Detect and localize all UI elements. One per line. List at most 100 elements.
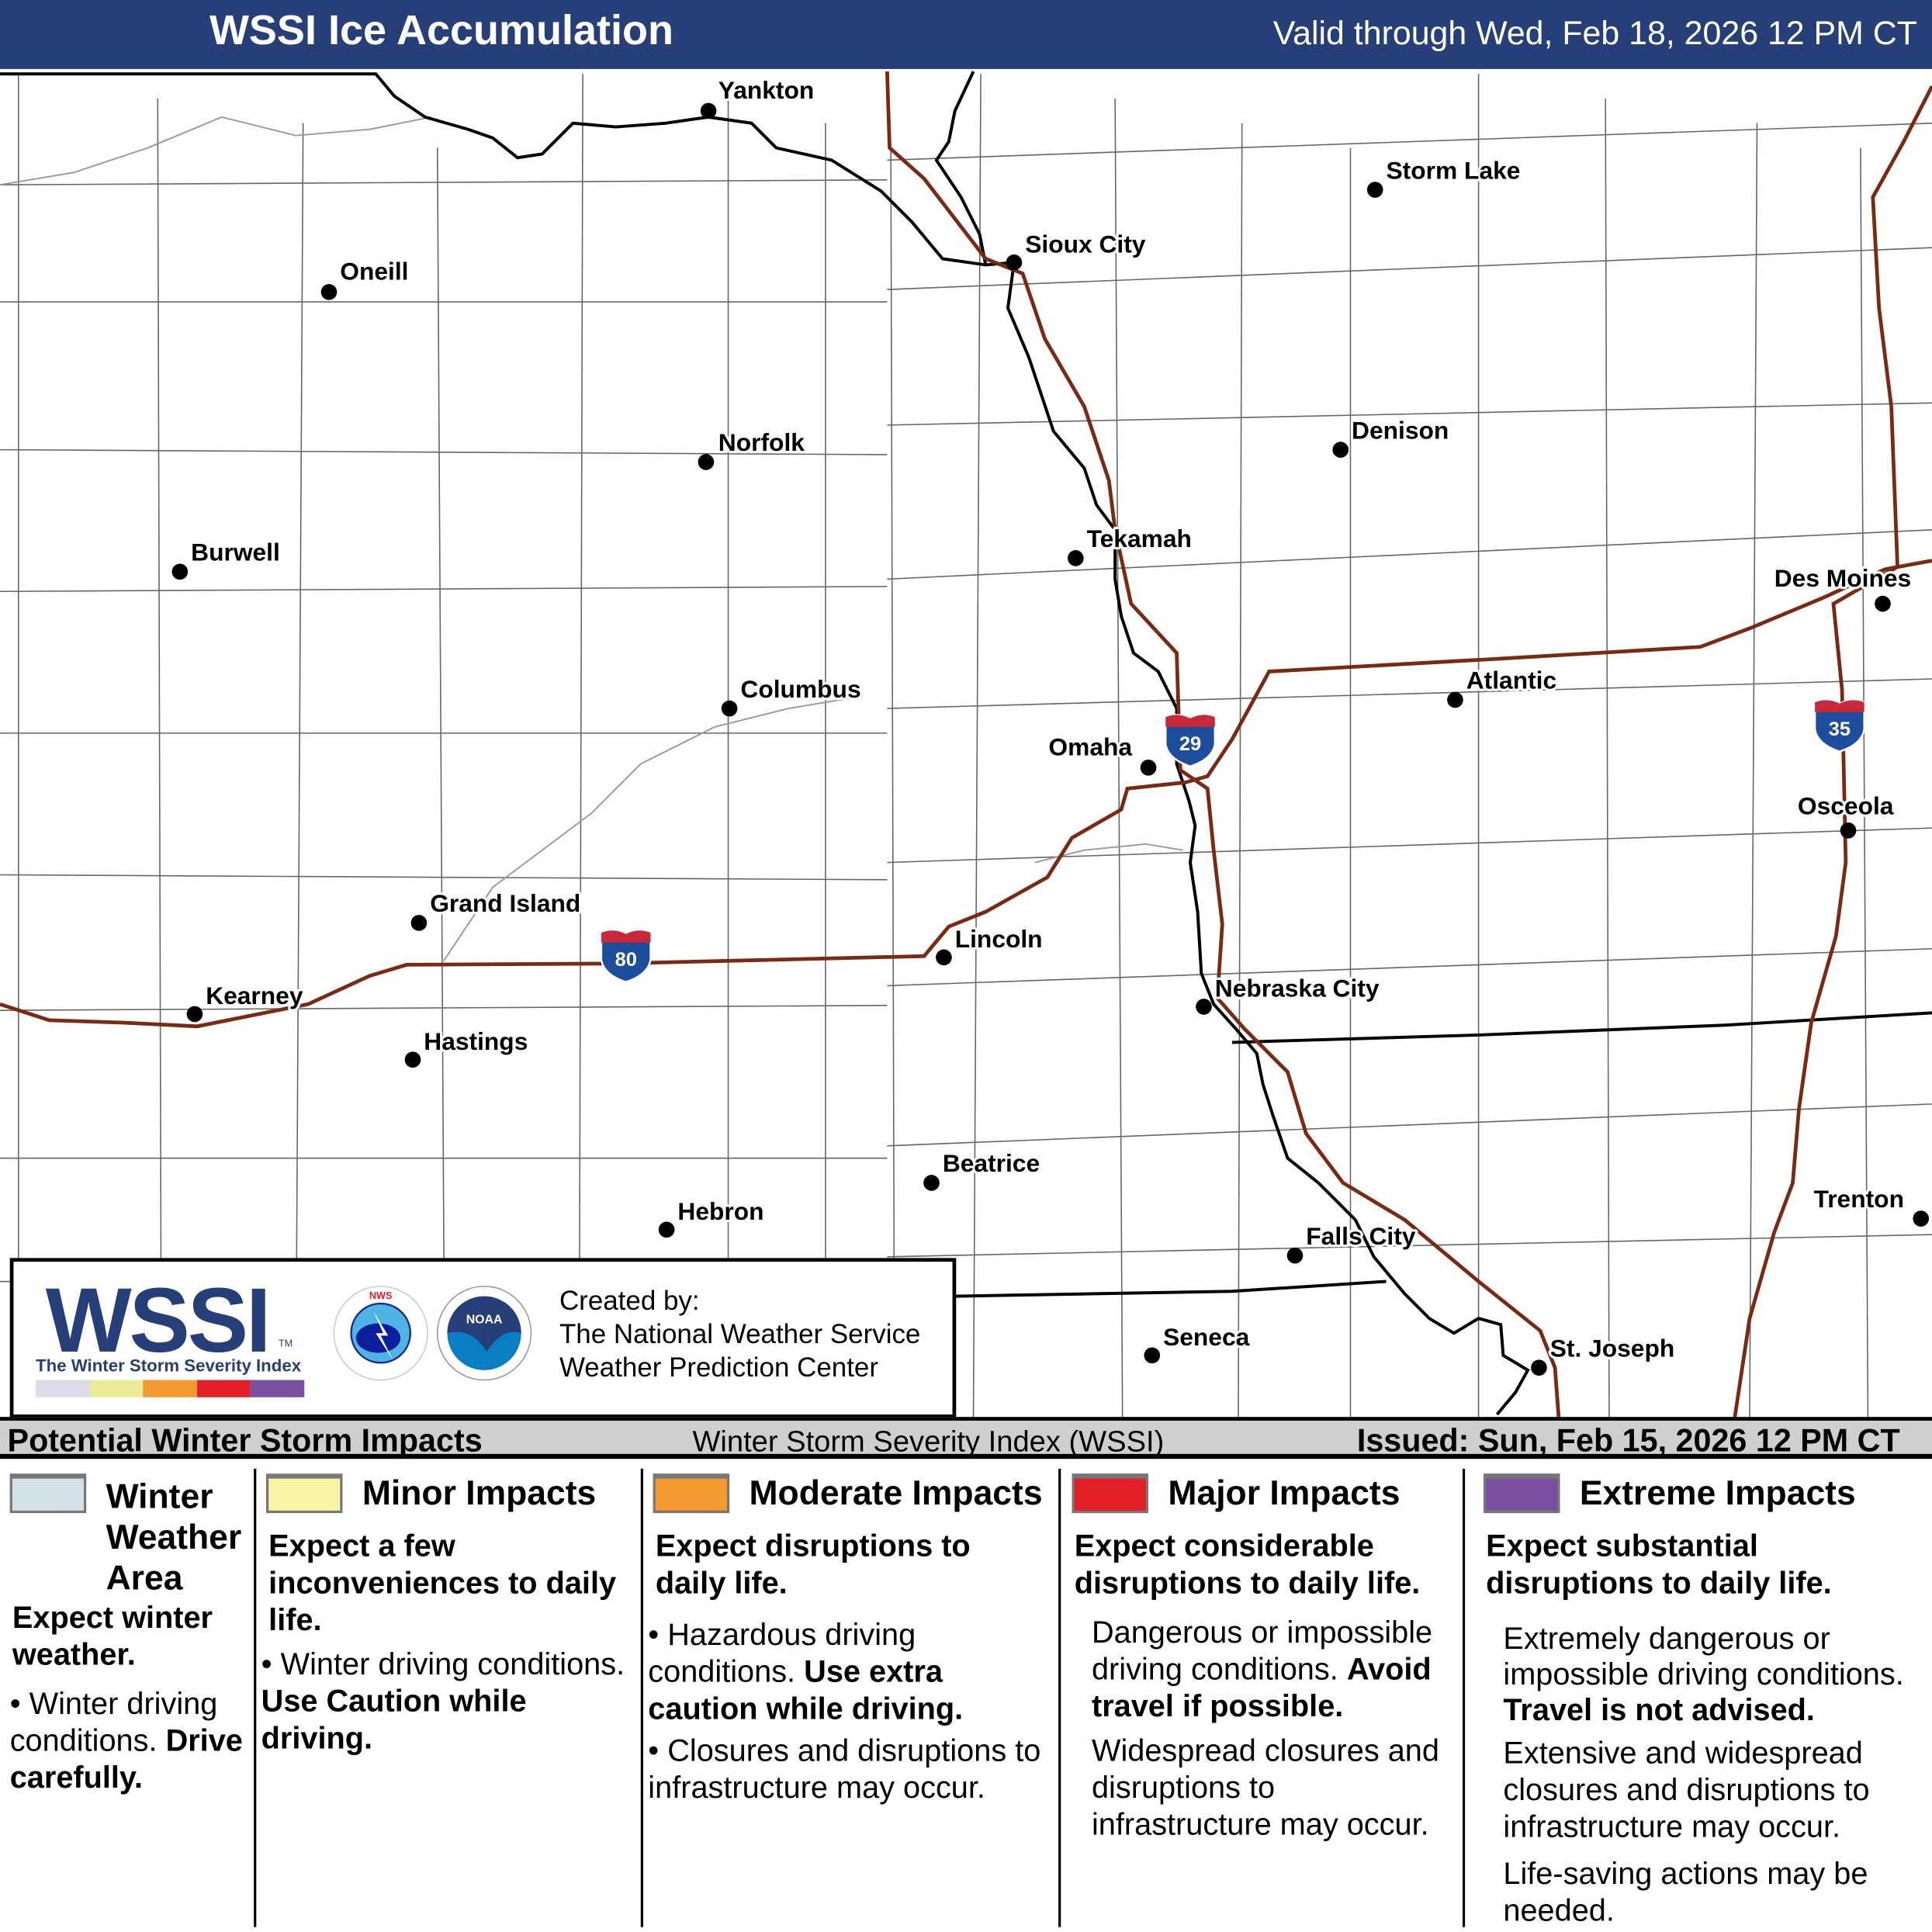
city-oneill: Oneill	[320, 254, 411, 300]
city-tekamah: Tekamah	[1068, 522, 1194, 566]
legend-moderate: Moderate Impacts Expect disruptions to d…	[643, 1459, 1058, 1932]
city-dot	[1447, 691, 1463, 708]
city-beatrice: Beatrice	[923, 1147, 1042, 1191]
city-label: Tekamah	[1087, 525, 1192, 552]
highway-i80	[0, 559, 1932, 1029]
minor-title: Minor Impacts	[362, 1473, 597, 1512]
extreme-title: Extreme Impacts	[1579, 1473, 1856, 1512]
city-burwell: Burwell	[171, 535, 282, 580]
city-st-joseph: St. Joseph	[1531, 1331, 1677, 1376]
impact-legend: Winter Weather Area Expect winter weather.…	[0, 1459, 1932, 1932]
extreme-p3: Life-saving actions may be needed.	[1503, 1857, 1868, 1929]
interstate-highways	[0, 71, 1932, 1418]
city-dot	[1286, 1247, 1304, 1264]
city-label: Burwell	[191, 538, 280, 566]
created-by-label: Created by:	[559, 1285, 700, 1316]
extreme-p1: Extremely dangerous or impossible drivin…	[1503, 1621, 1904, 1728]
city-lincoln: Lincoln	[936, 923, 1045, 966]
city-dot	[1332, 441, 1349, 458]
wssi-logo: WSSI	[45, 1269, 272, 1372]
nws-logo-icon: NWS	[333, 1286, 428, 1381]
city-nebraska-city: Nebraska City	[1196, 972, 1382, 1015]
city-label: Hastings	[424, 1027, 528, 1055]
created-by-nws: The National Weather Service	[559, 1318, 921, 1349]
city-dot	[171, 563, 189, 580]
highway-i29	[885, 71, 1561, 1418]
winter-head: Expect winter weather.	[12, 1600, 213, 1672]
moderate-title: Moderate Impacts	[749, 1473, 1043, 1512]
city-dot	[1196, 999, 1212, 1015]
city-osceola: Osceola	[1795, 789, 1896, 839]
svg-text:NOAA: NOAA	[466, 1314, 503, 1327]
city-dot	[1006, 254, 1023, 271]
city-label: Lincoln	[955, 925, 1043, 953]
city-yankton: Yankton	[700, 74, 816, 119]
svg-text:35: 35	[1829, 718, 1851, 740]
svg-text:29: 29	[1179, 733, 1201, 755]
major-head: Expect considerable disruptions to daily…	[1074, 1529, 1421, 1601]
winter-swatch	[9, 1473, 87, 1514]
city-label: Denison	[1352, 416, 1449, 444]
city-label: Oneill	[340, 257, 408, 285]
legend-subtitle: Winter Storm Severity Index (WSSI)	[692, 1425, 1165, 1459]
city-label: Osceola	[1798, 792, 1894, 820]
extreme-p2: Extensive and widespread closures and di…	[1503, 1736, 1870, 1845]
wssi-subtitle: The Winter Storm Severity Index	[36, 1355, 302, 1376]
city-kearney: Kearney	[186, 979, 306, 1023]
city-label: Yankton	[718, 76, 815, 104]
city-label: Sioux City	[1025, 230, 1146, 258]
divider	[1462, 1468, 1466, 1927]
city-label: Beatrice	[943, 1149, 1040, 1177]
city-dot	[1140, 760, 1157, 776]
divider	[254, 1468, 257, 1927]
interstate-shields: 80 29 35	[600, 699, 1865, 983]
city-dot	[1840, 822, 1857, 839]
svg-text:NWS: NWS	[369, 1290, 393, 1301]
city-label: Hebron	[677, 1197, 763, 1225]
city-label: Nebraska City	[1215, 975, 1380, 1002]
created-by-wpc: Weather Prediction Center	[559, 1352, 879, 1383]
city-atlantic: Atlantic	[1447, 664, 1559, 708]
city-dot	[658, 1221, 675, 1238]
city-dot	[1068, 550, 1084, 566]
major-p2: Widespread closures and disruptions to i…	[1091, 1733, 1439, 1843]
city-dot	[1875, 595, 1891, 612]
divider	[640, 1468, 643, 1927]
major-title: Major Impacts	[1168, 1473, 1401, 1512]
city-label: Omaha	[1048, 732, 1132, 760]
city-hastings: Hastings	[404, 1025, 531, 1068]
header-bar: WSSI Ice Accumulation Valid through Wed,…	[0, 0, 1932, 69]
minor-bullet: • Winter driving conditions. Use Caution…	[261, 1647, 625, 1756]
rivers	[0, 116, 1183, 962]
city-grand-island: Grand Island	[410, 887, 583, 931]
city-markers: Yankton Storm Lake Sioux City Oneill Norfolk…	[171, 74, 1930, 1376]
interstate-shield-80: 80	[600, 930, 652, 983]
noaa-logo-icon: NOAA	[436, 1286, 532, 1381]
city-dot	[721, 700, 738, 717]
city-label: Grand Island	[430, 889, 580, 917]
moderate-bullet-1: • Hazardous driving conditions. Use extr…	[648, 1618, 964, 1726]
city-label: Trenton	[1814, 1185, 1904, 1213]
city-label: St. Joseph	[1550, 1334, 1675, 1362]
major-p1: Dangerous or impossible driving conditio…	[1091, 1615, 1433, 1724]
svg-text:80: 80	[615, 949, 637, 971]
city-dot	[936, 949, 952, 966]
minor-swatch	[266, 1473, 343, 1514]
highway-i35	[1733, 85, 1932, 1418]
state-borders	[0, 71, 1932, 1416]
city-dot	[1531, 1359, 1547, 1376]
city-dot	[1366, 182, 1383, 198]
issued-time: Issued: Sun, Feb 15, 2026 12 PM CT	[1356, 1421, 1900, 1459]
city-sioux-city: Sioux City	[1006, 227, 1148, 271]
city-dot	[1144, 1347, 1161, 1364]
city-des-moines: Des Moines	[1772, 562, 1913, 612]
city-label: Norfolk	[718, 428, 805, 456]
city-hebron: Hebron	[658, 1195, 767, 1238]
city-label: Kearney	[206, 982, 303, 1009]
city-columbus: Columbus	[721, 673, 864, 717]
logo-panel: WSSI TM The Winter Storm Severity Index …	[9, 1258, 957, 1418]
legend-title-bar: Potential Winter Storm Impacts Winter St…	[0, 1417, 1932, 1459]
city-label: Falls City	[1306, 1222, 1415, 1250]
legend-extreme: Extreme Impacts Expect substantial disru…	[1466, 1459, 1932, 1932]
winter-bullet: • Winter driving conditions. Drive caref…	[9, 1686, 243, 1795]
